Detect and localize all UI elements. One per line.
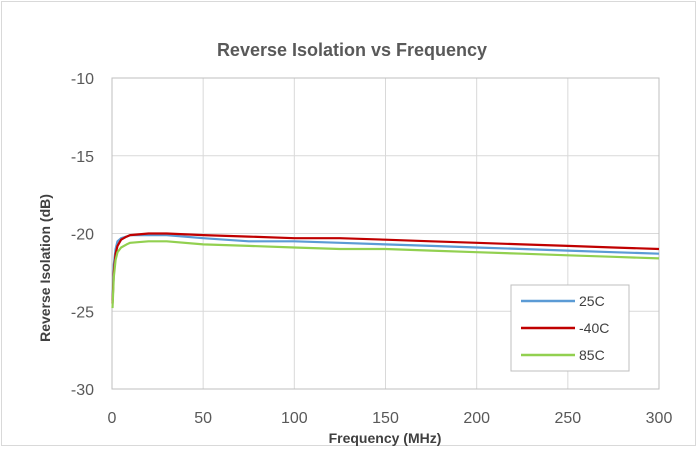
y-tick-labels: -10 -15 -20 -25 -30 [71,71,94,399]
x-tick-label: 0 [108,410,117,427]
x-axis-title: Frequency (MHz) [329,430,442,446]
y-tick-label: -25 [71,304,94,321]
y-tick-label: -10 [71,71,94,88]
x-tick-label: 100 [281,410,308,427]
x-tick-label: 300 [646,410,673,427]
chart-title: Reverse Isolation vs Frequency [217,40,487,60]
y-tick-label: -20 [71,227,94,244]
legend: 25C -40C 85C [511,285,629,371]
x-tick-label: 200 [463,410,490,427]
x-tick-label: 150 [372,410,399,427]
legend-label: 85C [579,347,605,363]
x-tick-label: 250 [554,410,581,427]
y-axis-title: Reverse Isolation (dB) [37,194,53,342]
legend-label: -40C [579,320,609,336]
y-tick-label: -15 [71,149,94,166]
legend-label: 25C [579,293,605,309]
x-tick-labels: 0 50 100 150 200 250 300 [108,410,673,427]
x-tick-label: 50 [194,410,212,427]
y-tick-label: -30 [71,382,94,399]
